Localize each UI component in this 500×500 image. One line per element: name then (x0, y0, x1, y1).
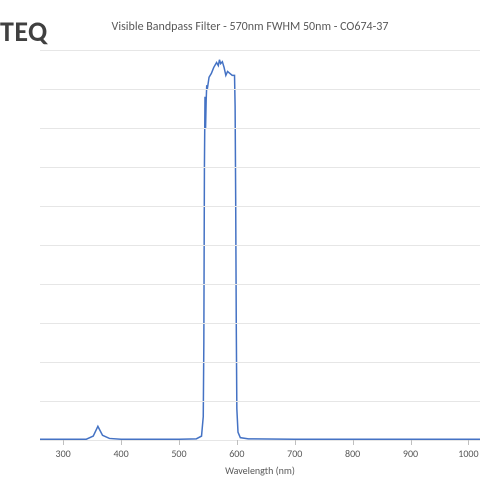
grid-line (40, 362, 480, 363)
x-tick-label: 900 (403, 447, 418, 460)
grid-line (40, 245, 480, 246)
grid-line (40, 206, 480, 207)
grid-line (40, 440, 480, 441)
chart-root: TEQ Visible Bandpass Filter - 570nm FWHM… (0, 0, 500, 500)
x-axis-label: Wavelength (nm) (225, 464, 295, 477)
x-tick-label: 800 (345, 447, 360, 460)
x-tick (63, 440, 64, 445)
x-tick (121, 440, 122, 445)
plot-area: 3004005006007008009001000Wavelength (nm) (40, 50, 480, 440)
x-tick-label: 300 (56, 447, 71, 460)
x-tick (353, 440, 354, 445)
x-tick (468, 440, 469, 445)
x-tick-label: 500 (171, 447, 186, 460)
grid-line (40, 323, 480, 324)
series-line (40, 60, 480, 439)
x-tick (179, 440, 180, 445)
grid-line (40, 128, 480, 129)
grid-line (40, 89, 480, 90)
x-tick (295, 440, 296, 445)
x-tick-label: 400 (113, 447, 128, 460)
x-tick (411, 440, 412, 445)
x-tick (237, 440, 238, 445)
x-tick-label: 700 (287, 447, 302, 460)
x-tick-label: 600 (229, 447, 244, 460)
grid-line (40, 401, 480, 402)
grid-line (40, 50, 480, 51)
x-tick-label: 1000 (458, 447, 478, 460)
grid-line (40, 284, 480, 285)
grid-line (40, 167, 480, 168)
chart-title: Visible Bandpass Filter - 570nm FWHM 50n… (0, 20, 500, 34)
